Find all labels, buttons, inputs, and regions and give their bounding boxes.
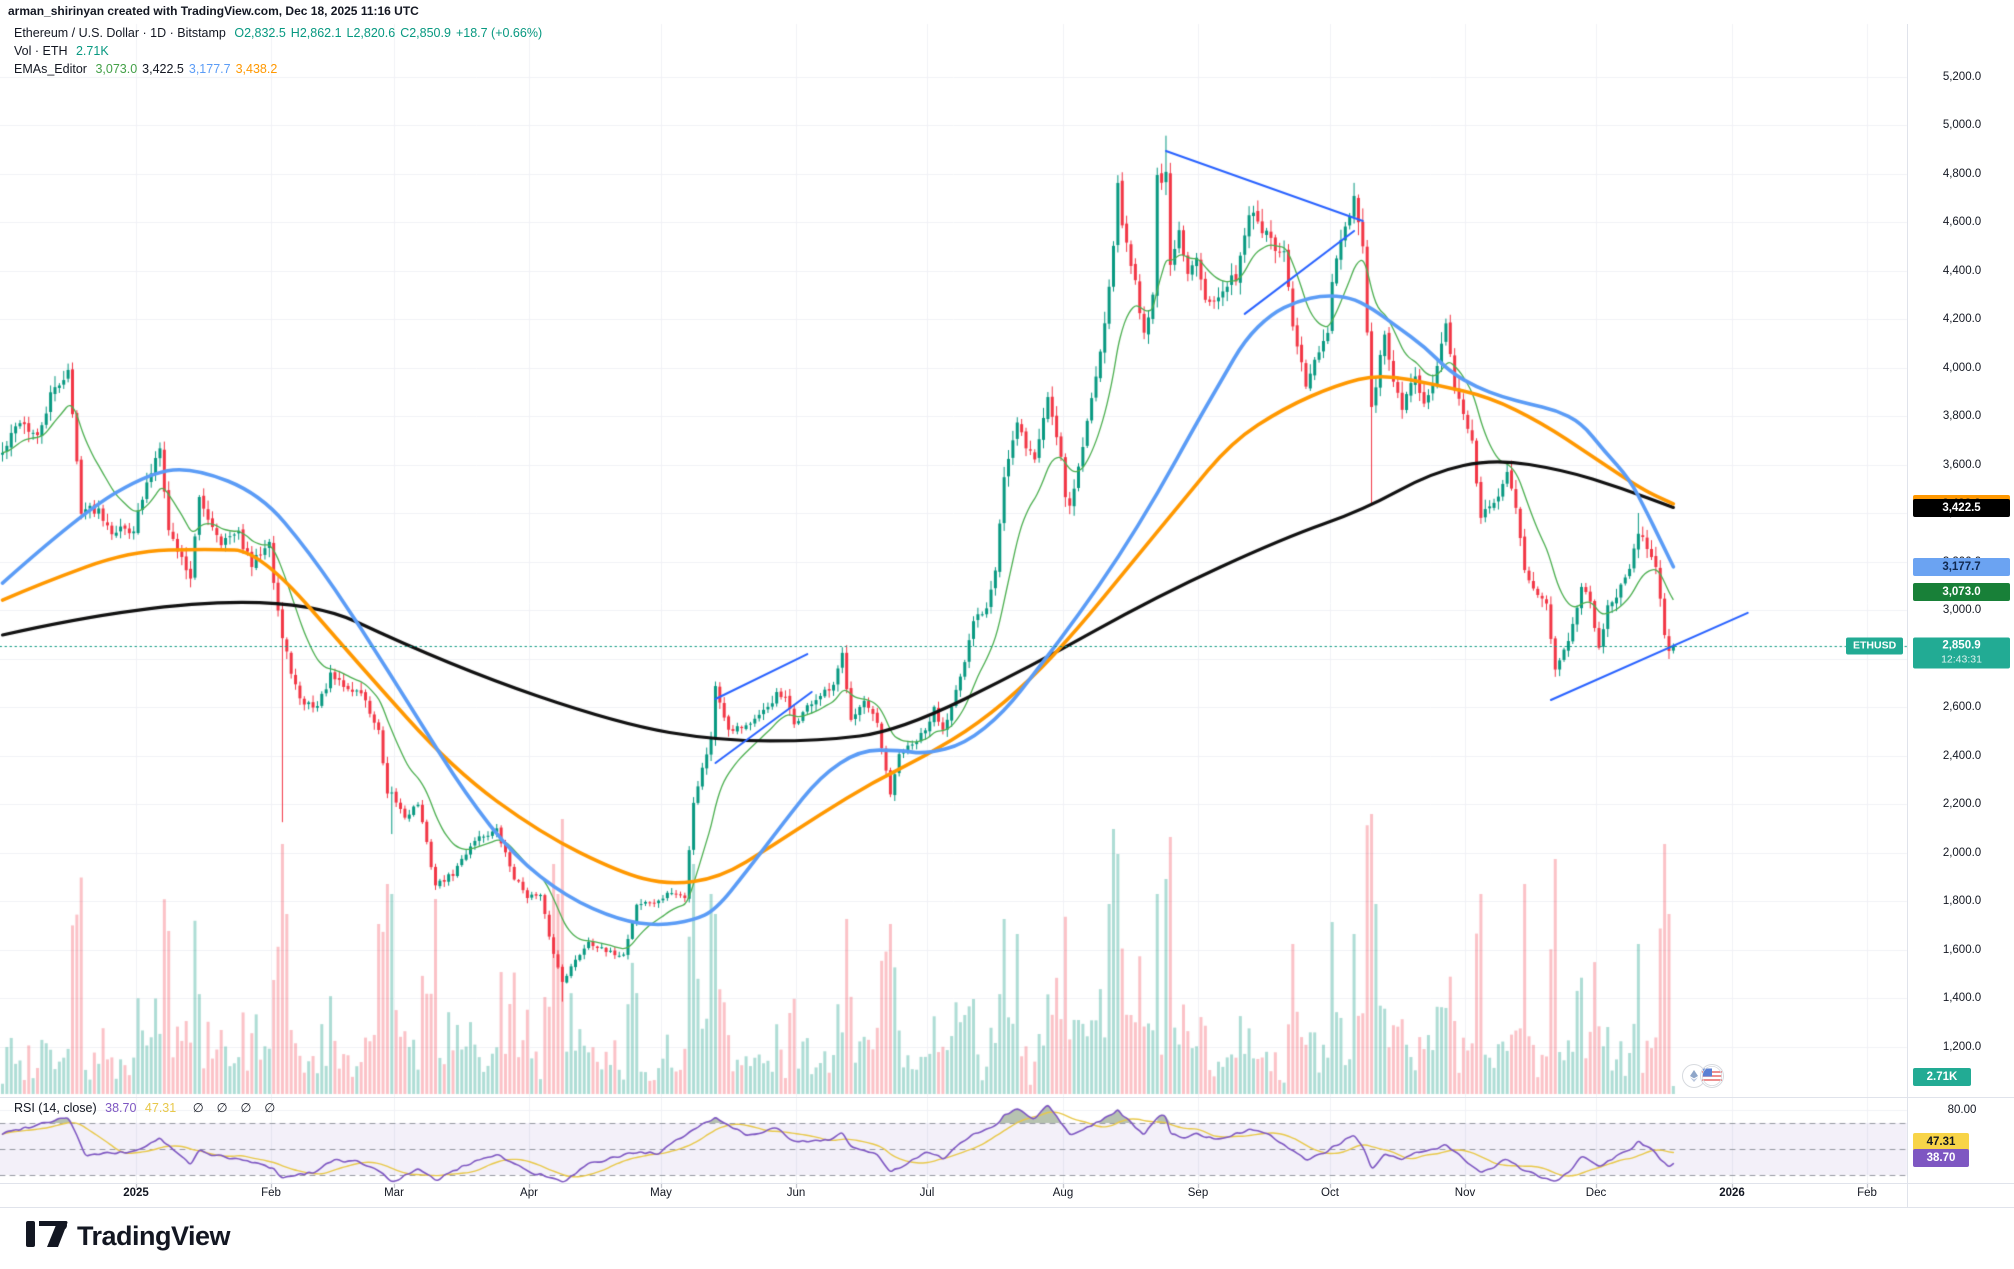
chart-bottom-border: [0, 1207, 2014, 1208]
rsi-empty-symbol-2: ∅: [240, 1101, 252, 1115]
price-tick: 4,400.0: [1942, 264, 1982, 277]
price-tick: 5,200.0: [1942, 70, 1982, 83]
time-axis-label-oct: Oct: [1321, 1187, 1339, 1199]
price-tick: 4,000.0: [1942, 361, 1982, 374]
rsi-empty-inputs: ∅ ∅ ∅ ∅: [185, 1101, 281, 1115]
emas-legend-row[interactable]: EMAs_Editor 3,073.0 3,422.5 3,177.7 3,438.2: [14, 62, 287, 76]
ma-price-label-2: 3,177.7: [1913, 557, 2010, 576]
ohlc-value-4: +18.7 (+0.66%): [455, 26, 543, 40]
rsi-empty-symbol-0: ∅: [192, 1101, 204, 1115]
tradingview-brand-text: TradingView: [77, 1221, 231, 1251]
price-tick: 2,000.0: [1942, 846, 1982, 859]
rsi-legend-row[interactable]: RSI (14, close) 38.70 47.31 ∅ ∅ ∅ ∅: [14, 1100, 285, 1115]
rsi-empty-symbol-1: ∅: [216, 1101, 228, 1115]
ohlc-value-2: L2,820.6: [346, 26, 396, 40]
time-axis-label-nov: Nov: [1454, 1187, 1476, 1199]
tradingview-logo[interactable]: TradingView: [26, 1220, 231, 1253]
price-tick: 4,200.0: [1942, 313, 1982, 325]
ema-value-3: 3,438.2: [235, 62, 278, 76]
current-price-label: 2,850.9 12:43:31: [1913, 637, 2010, 669]
ohlc-value-3: C2,850.9: [400, 26, 451, 40]
symbol-legend-row[interactable]: Ethereum / U.S. Dollar · 1D · Bitstamp O…: [14, 26, 552, 40]
ema-value-0: 3,073.0: [95, 62, 138, 76]
time-axis-label-dec: Dec: [1585, 1187, 1607, 1199]
price-tick: 2,400.0: [1942, 749, 1982, 762]
time-axis-label-apr: Apr: [520, 1187, 538, 1199]
price-tick: 4,600.0: [1942, 216, 1982, 228]
rsi-value: 38.70: [105, 1101, 137, 1115]
symbol-flag-label: ETHUSD: [1846, 637, 1904, 655]
rsi-label: RSI (14, close): [14, 1101, 97, 1115]
time-axis-label-feb: Feb: [261, 1187, 281, 1199]
price-tick: 5,000.0: [1942, 119, 1982, 131]
ema-value-1: 3,422.5: [142, 62, 184, 76]
current-price-value: 2,850.9: [1942, 639, 1981, 652]
volume-legend-row[interactable]: Vol · ETH 2.71K: [14, 44, 114, 58]
rsi-ma-value: 47.31: [144, 1101, 177, 1115]
rsi-empty-symbol-3: ∅: [264, 1101, 276, 1115]
pair-logos: [1682, 1064, 1724, 1088]
usd-flag-icon: [1700, 1064, 1724, 1088]
ohlc-value-0: O2,832.5: [234, 26, 286, 40]
price-tick: 1,200.0: [1942, 1040, 1982, 1053]
ohlc-value-1: H2,862.1: [290, 26, 342, 40]
price-axis-border: [1907, 24, 1908, 1207]
ma-price-label-1: 3,422.5: [1913, 498, 2010, 517]
pane-separator-volume-rsi[interactable]: [0, 1097, 2014, 1098]
tradingview-logo-icon: [26, 1220, 68, 1253]
price-tick: 1,400.0: [1942, 992, 1982, 1004]
price-tick: 3,800.0: [1942, 410, 1982, 422]
price-tick: 1,800.0: [1942, 895, 1982, 907]
ohlc-values: O2,832.5 H2,862.1 L2,820.6 C2,850.9 +18.7 (+…: [234, 26, 547, 40]
rsi-tick-80: 80.00: [1947, 1104, 1977, 1116]
ema-value-2: 3,177.7: [188, 62, 231, 76]
rsi-ma-label: 47.31: [1913, 1133, 1969, 1151]
time-axis-label-feb: Feb: [1857, 1187, 1877, 1199]
time-axis-label-may: May: [650, 1187, 672, 1199]
symbol-title: Ethereum / U.S. Dollar · 1D · Bitstamp: [14, 26, 226, 40]
time-axis-label-jul: Jul: [919, 1187, 935, 1199]
price-tick: 3,000.0: [1942, 604, 1982, 616]
time-axis-label-sep: Sep: [1187, 1187, 1209, 1199]
time-axis-label-mar: Mar: [384, 1187, 404, 1199]
pane-separator-rsi-axis: [0, 1183, 2014, 1184]
bar-countdown: 12:43:31: [1941, 653, 1982, 666]
price-tick: 3,600.0: [1942, 458, 1982, 471]
ma-price-label-3: 3,073.0: [1913, 583, 2010, 602]
time-axis-label-2025: 2025: [123, 1187, 149, 1199]
attribution-text: arman_shirinyan created with TradingView…: [8, 4, 419, 18]
volume-value: 2.71K: [75, 44, 109, 58]
rsi-value-label: 38.70: [1913, 1149, 1969, 1167]
emas-label: EMAs_Editor: [14, 62, 87, 76]
price-tick: 2,600.0: [1942, 701, 1982, 713]
price-tick: 1,600.0: [1942, 943, 1982, 956]
price-tick: 4,800.0: [1942, 167, 1982, 180]
time-axis-label-jun: Jun: [786, 1187, 806, 1199]
time-axis-label-aug: Aug: [1052, 1187, 1074, 1199]
time-axis-label-2026: 2026: [1719, 1187, 1745, 1199]
volume-value-label: 2.71K: [1913, 1068, 1971, 1086]
volume-label: Vol · ETH: [14, 44, 68, 58]
emas-values: 3,073.0 3,422.5 3,177.7 3,438.2: [95, 62, 282, 76]
price-tick: 2,200.0: [1942, 798, 1982, 810]
